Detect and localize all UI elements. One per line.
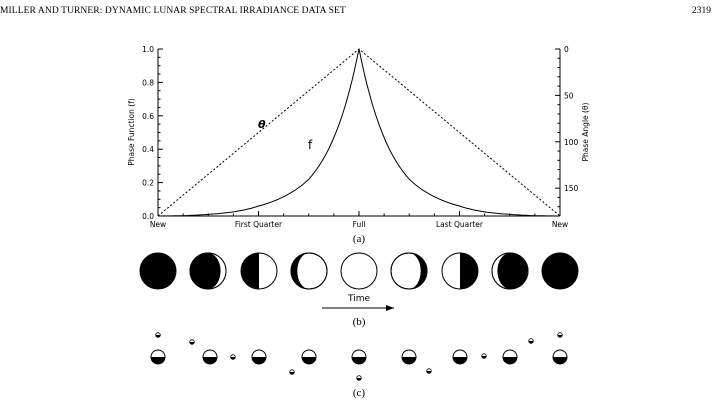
earth-icon [151, 350, 165, 364]
moon-waxing-crescent-icon [190, 253, 226, 289]
moon-dot-icon [529, 339, 534, 344]
moon-new-icon [140, 253, 176, 289]
moon-first-quarter-icon [241, 253, 277, 289]
earth-icon [352, 350, 366, 364]
right-tick-label: 50 [564, 91, 574, 100]
moon-waning-crescent-icon [492, 253, 528, 289]
earth-icon [503, 350, 517, 364]
moon-phases-row [140, 253, 578, 289]
earth-icon [402, 350, 416, 364]
earth-icon [453, 350, 467, 364]
panel-a-axes [158, 49, 560, 216]
moon-last-quarter-icon [442, 253, 478, 289]
moon-dot-icon [231, 355, 236, 360]
f-series-line [158, 49, 560, 216]
left-tick-label: 1.0 [142, 45, 154, 54]
f-curve-label: f [308, 138, 313, 152]
right-axis-label: Phase Angle (θ) [581, 102, 590, 161]
earth-icon [302, 350, 316, 364]
orbit-diagram [151, 333, 567, 381]
moon-dot-icon [558, 333, 563, 338]
moon-dot-icon [482, 354, 487, 359]
moon-new-icon [542, 253, 578, 289]
caption-b: (b) [353, 316, 366, 328]
theta-curve-label: θ [258, 118, 266, 131]
right-tick-label: 150 [564, 184, 579, 193]
left-tick-label: 0.6 [142, 112, 154, 121]
x-tick-label: Last Quarter [436, 220, 484, 229]
moon-dot-icon [156, 333, 161, 338]
left-tick-label: 0.8 [142, 78, 154, 87]
left-axis-label: Phase Function (f) [127, 98, 136, 166]
right-tick-label: 0 [564, 45, 569, 54]
caption-a: (a) [353, 233, 366, 245]
x-tick-label: First Quarter [235, 220, 283, 229]
moon-waxing-gibbous-icon [291, 253, 327, 289]
right-tick-label: 100 [564, 138, 579, 147]
moon-dot-icon [190, 340, 195, 345]
x-tick-label: Full [353, 220, 366, 229]
earth-icon [252, 350, 266, 364]
moon-dot-icon [427, 369, 432, 374]
caption-c: (c) [353, 387, 366, 399]
earth-icon [553, 350, 567, 364]
x-tick-label: New [150, 220, 166, 229]
moon-full-icon [341, 253, 377, 289]
left-tick-label: 0.4 [142, 145, 154, 154]
time-arrow-head [386, 305, 394, 311]
theta-series-line [158, 49, 560, 216]
left-tick-label: 0.2 [142, 179, 154, 188]
earth-icon [203, 350, 217, 364]
moon-dot-icon [290, 370, 295, 375]
right-ticks: 0 50 100 150 [555, 45, 579, 207]
x-tick-label: New [552, 220, 568, 229]
moon-dot-icon [357, 376, 362, 381]
moon-waning-gibbous-icon [391, 253, 427, 289]
time-arrow-label: Time [347, 294, 370, 304]
left-ticks: 0.00.20.40.60.81.0 [142, 45, 163, 221]
